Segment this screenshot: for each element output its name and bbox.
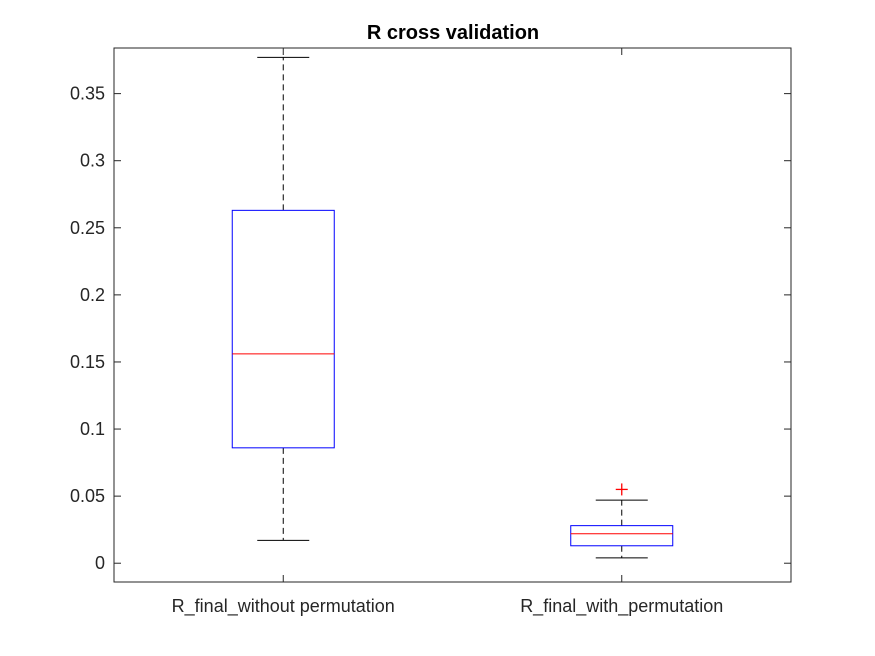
chart-title: R cross validation	[367, 22, 539, 44]
interquartile-box	[231, 209, 335, 449]
plot-area: 0 0.05 0.1 0.15 0.2 0.25 0.3 0.35 R_final_withou…	[70, 47, 792, 617]
y-tick-label: 0.15	[70, 352, 105, 372]
y-tick-label: 0.25	[70, 218, 105, 238]
y-tick-label: 0.1	[80, 419, 105, 439]
y-tick-label: 0.05	[70, 486, 105, 506]
x-category-label: R_final_with_permutation	[520, 596, 723, 617]
y-tick-label: 0.3	[80, 151, 105, 171]
y-tick-label: 0	[95, 553, 105, 573]
y-tick-label: 0.35	[70, 84, 105, 104]
axes-frame	[113, 47, 792, 583]
x-category-label: R_final_without permutation	[172, 596, 395, 617]
interquartile-box	[570, 525, 674, 547]
y-tick-label: 0.2	[80, 285, 105, 305]
